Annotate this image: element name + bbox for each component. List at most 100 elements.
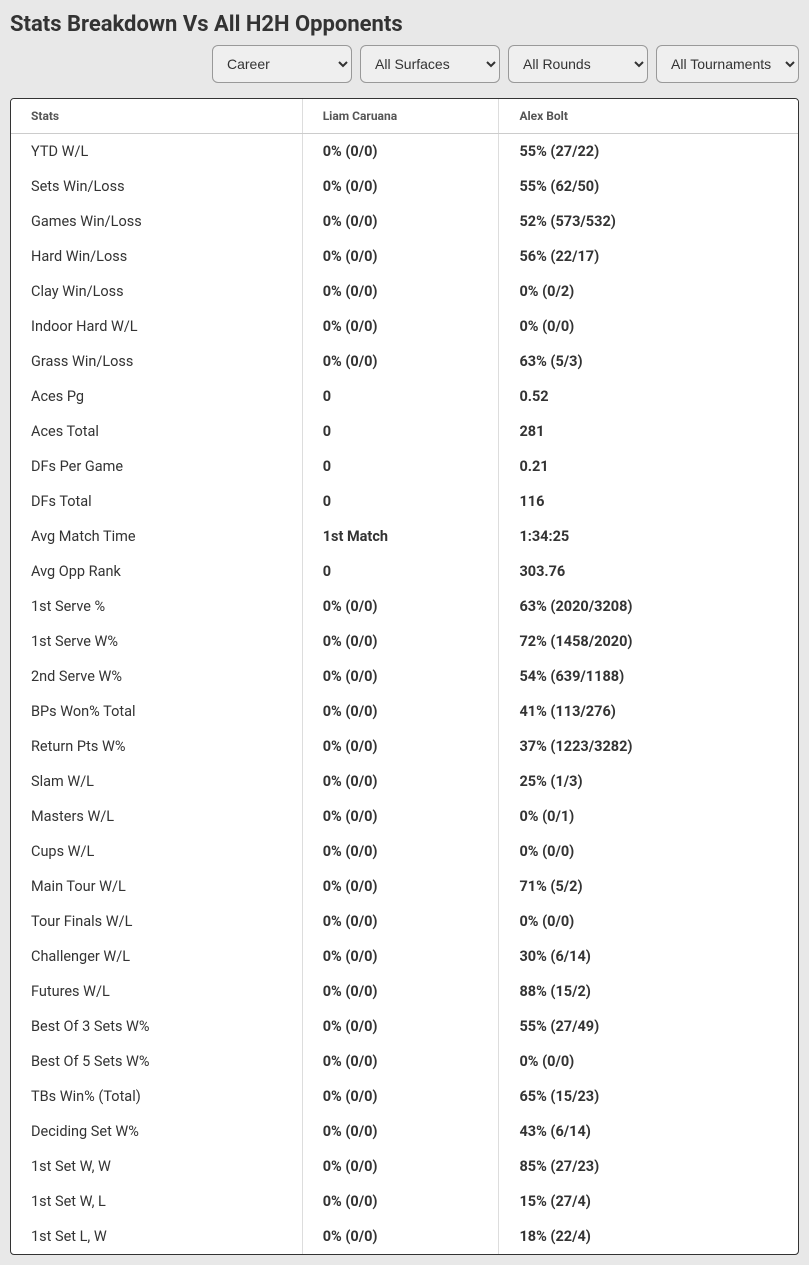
stat-label: Main Tour W/L — [11, 869, 302, 904]
player2-value: 41% (113/276) — [499, 694, 798, 729]
player1-value: 1st Match — [302, 519, 499, 554]
stat-label: BPs Won% Total — [11, 694, 302, 729]
player1-value: 0 — [302, 554, 499, 589]
player2-value: 18% (22/4) — [499, 1219, 798, 1254]
table-row: Challenger W/L0% (0/0)30% (6/14) — [11, 939, 798, 974]
table-body: YTD W/L0% (0/0)55% (27/22)Sets Win/Loss0… — [11, 134, 798, 1255]
table-row: 1st Serve %0% (0/0)63% (2020/3208) — [11, 589, 798, 624]
player2-value: 116 — [499, 484, 798, 519]
table-row: Best Of 3 Sets W%0% (0/0)55% (27/49) — [11, 1009, 798, 1044]
player1-value: 0% (0/0) — [302, 1219, 499, 1254]
table-row: 1st Set L, W0% (0/0)18% (22/4) — [11, 1219, 798, 1254]
stat-label: Sets Win/Loss — [11, 169, 302, 204]
stat-label: Clay Win/Loss — [11, 274, 302, 309]
table-row: Hard Win/Loss0% (0/0)56% (22/17) — [11, 239, 798, 274]
page-title: Stats Breakdown Vs All H2H Opponents — [0, 0, 809, 45]
stat-label: Return Pts W% — [11, 729, 302, 764]
stat-label: Best Of 5 Sets W% — [11, 1044, 302, 1079]
player2-value: 303.76 — [499, 554, 798, 589]
table-row: Avg Match Time1st Match1:34:25 — [11, 519, 798, 554]
player1-value: 0% (0/0) — [302, 134, 499, 170]
tournament-select[interactable]: All Tournaments — [656, 45, 799, 83]
stat-label: Avg Opp Rank — [11, 554, 302, 589]
header-player1: Liam Caruana — [302, 99, 499, 134]
player2-value: 37% (1223/3282) — [499, 729, 798, 764]
table-row: Deciding Set W%0% (0/0)43% (6/14) — [11, 1114, 798, 1149]
table-row: Aces Pg00.52 — [11, 379, 798, 414]
player2-value: 63% (2020/3208) — [499, 589, 798, 624]
player1-value: 0% (0/0) — [302, 869, 499, 904]
table-row: Masters W/L0% (0/0)0% (0/1) — [11, 799, 798, 834]
player1-value: 0% (0/0) — [302, 834, 499, 869]
player2-value: 0% (0/2) — [499, 274, 798, 309]
player1-value: 0% (0/0) — [302, 1114, 499, 1149]
player2-value: 0% (0/0) — [499, 1044, 798, 1079]
table-row: 1st Set W, W0% (0/0)85% (27/23) — [11, 1149, 798, 1184]
player1-value: 0% (0/0) — [302, 239, 499, 274]
table-row: Avg Opp Rank0303.76 — [11, 554, 798, 589]
filters-bar: Career All Surfaces All Rounds All Tourn… — [0, 45, 809, 98]
stat-label: Deciding Set W% — [11, 1114, 302, 1149]
table-row: Sets Win/Loss0% (0/0)55% (62/50) — [11, 169, 798, 204]
player1-value: 0% (0/0) — [302, 169, 499, 204]
player2-value: 0% (0/0) — [499, 834, 798, 869]
table-row: Best Of 5 Sets W%0% (0/0)0% (0/0) — [11, 1044, 798, 1079]
stats-table: Stats Liam Caruana Alex Bolt YTD W/L0% (… — [11, 99, 798, 1254]
table-row: TBs Win% (Total)0% (0/0)65% (15/23) — [11, 1079, 798, 1114]
round-select[interactable]: All Rounds — [508, 45, 648, 83]
table-row: Futures W/L0% (0/0)88% (15/2) — [11, 974, 798, 1009]
player2-value: 25% (1/3) — [499, 764, 798, 799]
player1-value: 0% (0/0) — [302, 624, 499, 659]
player2-value: 55% (27/49) — [499, 1009, 798, 1044]
stat-label: DFs Total — [11, 484, 302, 519]
player1-value: 0% (0/0) — [302, 1149, 499, 1184]
player1-value: 0% (0/0) — [302, 274, 499, 309]
player1-value: 0% (0/0) — [302, 309, 499, 344]
stat-label: 1st Serve W% — [11, 624, 302, 659]
player1-value: 0 — [302, 484, 499, 519]
player2-value: 72% (1458/2020) — [499, 624, 798, 659]
player1-value: 0 — [302, 414, 499, 449]
stat-label: Best Of 3 Sets W% — [11, 1009, 302, 1044]
table-row: Main Tour W/L0% (0/0)71% (5/2) — [11, 869, 798, 904]
player2-value: 85% (27/23) — [499, 1149, 798, 1184]
stat-label: YTD W/L — [11, 134, 302, 170]
stat-label: Grass Win/Loss — [11, 344, 302, 379]
player2-value: 55% (62/50) — [499, 169, 798, 204]
stat-label: DFs Per Game — [11, 449, 302, 484]
stat-label: Aces Total — [11, 414, 302, 449]
table-row: Tour Finals W/L0% (0/0)0% (0/0) — [11, 904, 798, 939]
stat-label: 1st Set L, W — [11, 1219, 302, 1254]
player2-value: 0% (0/1) — [499, 799, 798, 834]
player2-value: 281 — [499, 414, 798, 449]
player1-value: 0% (0/0) — [302, 729, 499, 764]
table-row: Grass Win/Loss0% (0/0)63% (5/3) — [11, 344, 798, 379]
table-row: DFs Total0116 — [11, 484, 798, 519]
table-row: Games Win/Loss0% (0/0)52% (573/532) — [11, 204, 798, 239]
surface-select[interactable]: All Surfaces — [360, 45, 500, 83]
player2-value: 30% (6/14) — [499, 939, 798, 974]
player2-value: 0% (0/0) — [499, 904, 798, 939]
stat-label: Masters W/L — [11, 799, 302, 834]
player2-value: 0% (0/0) — [499, 309, 798, 344]
player1-value: 0% (0/0) — [302, 1009, 499, 1044]
player1-value: 0 — [302, 449, 499, 484]
player2-value: 43% (6/14) — [499, 1114, 798, 1149]
player2-value: 0.21 — [499, 449, 798, 484]
player1-value: 0% (0/0) — [302, 799, 499, 834]
player2-value: 71% (5/2) — [499, 869, 798, 904]
header-player2: Alex Bolt — [499, 99, 798, 134]
player1-value: 0% (0/0) — [302, 904, 499, 939]
stat-label: Aces Pg — [11, 379, 302, 414]
player1-value: 0% (0/0) — [302, 589, 499, 624]
stat-label: 1st Serve % — [11, 589, 302, 624]
player1-value: 0% (0/0) — [302, 1184, 499, 1219]
table-row: Clay Win/Loss0% (0/0)0% (0/2) — [11, 274, 798, 309]
player1-value: 0 — [302, 379, 499, 414]
stats-table-container: Stats Liam Caruana Alex Bolt YTD W/L0% (… — [10, 98, 799, 1255]
table-row: Aces Total0281 — [11, 414, 798, 449]
period-select[interactable]: Career — [212, 45, 352, 83]
header-stats: Stats — [11, 99, 302, 134]
table-row: Indoor Hard W/L0% (0/0)0% (0/0) — [11, 309, 798, 344]
player1-value: 0% (0/0) — [302, 939, 499, 974]
